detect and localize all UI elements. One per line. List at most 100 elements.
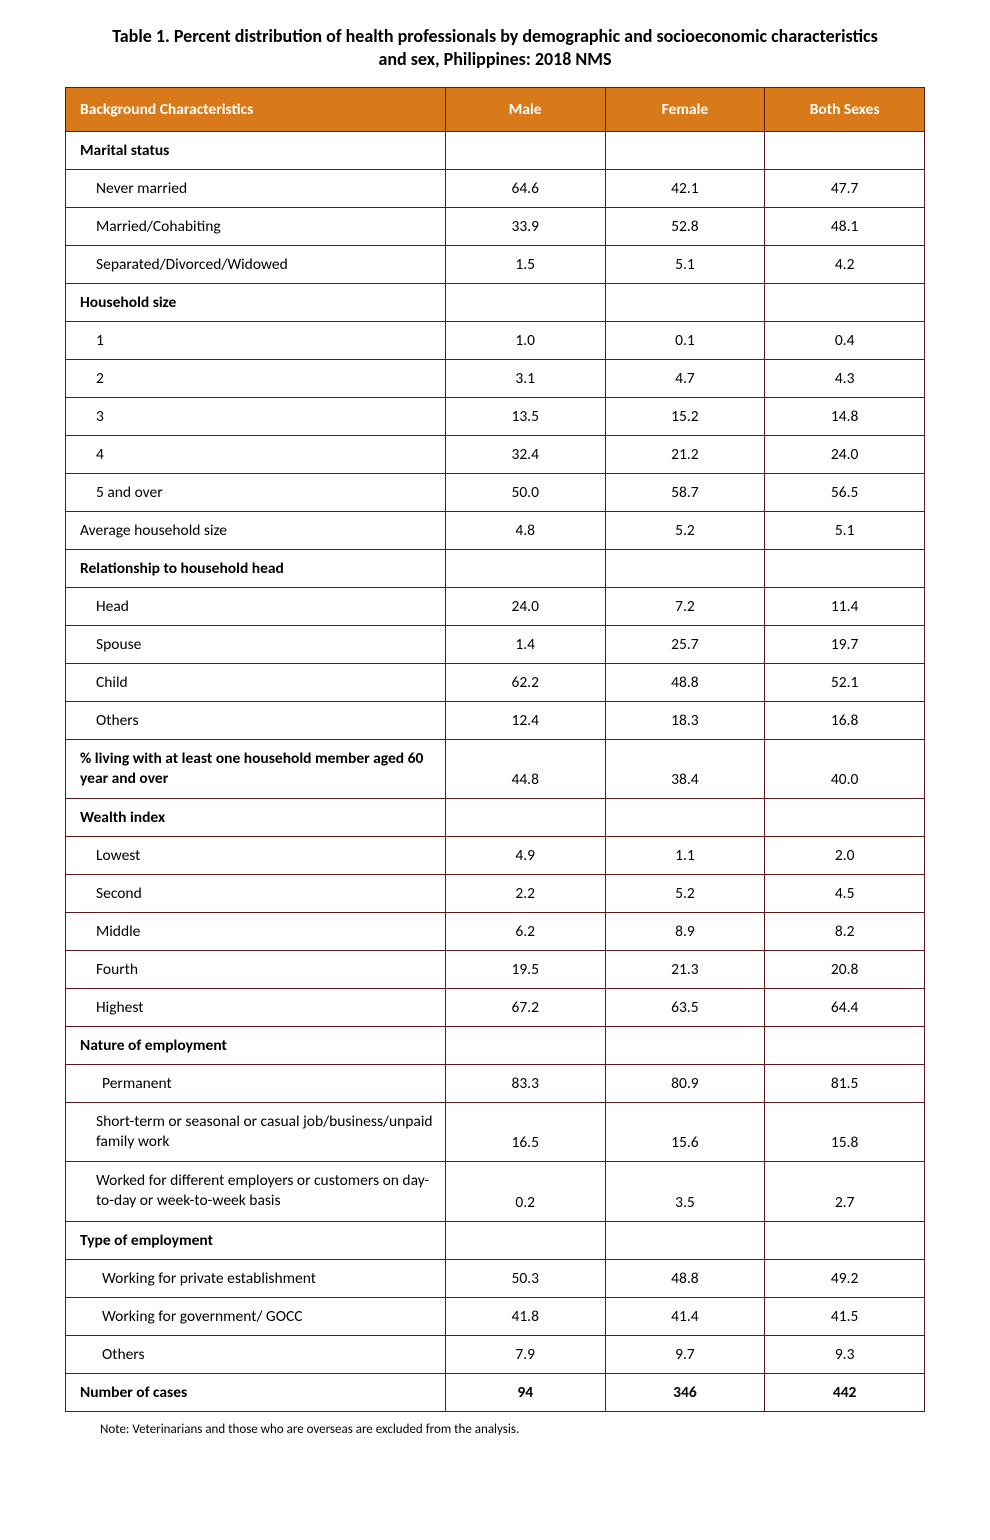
cell-value: 50.0 xyxy=(445,473,605,511)
row-label: Working for government/ GOCC xyxy=(66,1297,446,1335)
cell-value: 38.4 xyxy=(605,739,765,798)
cell-value xyxy=(445,1027,605,1065)
row-label: Relationship to household head xyxy=(66,549,446,587)
row-label: Spouse xyxy=(66,625,446,663)
cell-value: 0.2 xyxy=(445,1162,605,1221)
table-row: Average household size4.85.25.1 xyxy=(66,511,925,549)
cell-value: 3.5 xyxy=(605,1162,765,1221)
cell-value: 7.2 xyxy=(605,587,765,625)
cell-value: 2.2 xyxy=(445,875,605,913)
cell-value: 41.4 xyxy=(605,1297,765,1335)
cell-value: 41.5 xyxy=(765,1297,925,1335)
cell-value xyxy=(605,131,765,169)
cell-value: 1.1 xyxy=(605,837,765,875)
table-row: 432.421.224.0 xyxy=(66,435,925,473)
cell-value: 1.0 xyxy=(445,321,605,359)
cell-value: 442 xyxy=(765,1373,925,1411)
cell-value xyxy=(765,799,925,837)
table-row: % living with at least one household mem… xyxy=(66,739,925,798)
cell-value xyxy=(765,1221,925,1259)
cell-value: 9.3 xyxy=(765,1335,925,1373)
row-label: Second xyxy=(66,875,446,913)
table-row: Lowest4.91.12.0 xyxy=(66,837,925,875)
cell-value: 0.1 xyxy=(605,321,765,359)
row-label: Highest xyxy=(66,989,446,1027)
table-row: Head24.07.211.4 xyxy=(66,587,925,625)
cell-value: 4.2 xyxy=(765,245,925,283)
cell-value: 18.3 xyxy=(605,701,765,739)
row-label: Working for private establishment xyxy=(66,1259,446,1297)
cell-value: 52.8 xyxy=(605,207,765,245)
cell-value: 48.8 xyxy=(605,663,765,701)
table-row: Working for government/ GOCC41.841.441.5 xyxy=(66,1297,925,1335)
cell-value: 13.5 xyxy=(445,397,605,435)
cell-value: 63.5 xyxy=(605,989,765,1027)
cell-value: 21.2 xyxy=(605,435,765,473)
cell-value: 1.4 xyxy=(445,625,605,663)
row-label: Wealth index xyxy=(66,799,446,837)
cell-value: 80.9 xyxy=(605,1065,765,1103)
cell-value: 4.3 xyxy=(765,359,925,397)
cell-value: 3.1 xyxy=(445,359,605,397)
cell-value xyxy=(605,549,765,587)
row-label: Nature of employment xyxy=(66,1027,446,1065)
table-row: Type of employment xyxy=(66,1221,925,1259)
table-row: Fourth19.521.320.8 xyxy=(66,951,925,989)
row-label: 3 xyxy=(66,397,446,435)
cell-value: 67.2 xyxy=(445,989,605,1027)
table-row: 5 and over50.058.756.5 xyxy=(66,473,925,511)
col-header-characteristics: Background Characteristics xyxy=(66,87,446,131)
row-label: 4 xyxy=(66,435,446,473)
cell-value: 8.9 xyxy=(605,913,765,951)
cell-value xyxy=(765,549,925,587)
table-title: Table 1. Percent distribution of health … xyxy=(100,25,890,72)
row-label: Marital status xyxy=(66,131,446,169)
cell-value: 24.0 xyxy=(765,435,925,473)
cell-value: 58.7 xyxy=(605,473,765,511)
row-label: Number of cases xyxy=(66,1373,446,1411)
table-row: Relationship to household head xyxy=(66,549,925,587)
cell-value: 15.2 xyxy=(605,397,765,435)
row-label: Married/Cohabiting xyxy=(66,207,446,245)
table-body: Marital statusNever married64.642.147.7M… xyxy=(66,131,925,1411)
cell-value: 2.7 xyxy=(765,1162,925,1221)
cell-value: 50.3 xyxy=(445,1259,605,1297)
table-row: Number of cases94346442 xyxy=(66,1373,925,1411)
table-row: Middle6.28.98.2 xyxy=(66,913,925,951)
cell-value xyxy=(765,131,925,169)
cell-value: 15.8 xyxy=(765,1103,925,1162)
table-row: Permanent83.380.981.5 xyxy=(66,1065,925,1103)
row-label: Others xyxy=(66,1335,446,1373)
cell-value: 1.5 xyxy=(445,245,605,283)
cell-value: 52.1 xyxy=(765,663,925,701)
cell-value xyxy=(445,1221,605,1259)
table-row: Worked for different employers or custom… xyxy=(66,1162,925,1221)
cell-value xyxy=(605,1027,765,1065)
cell-value: 64.4 xyxy=(765,989,925,1027)
cell-value: 24.0 xyxy=(445,587,605,625)
cell-value: 4.7 xyxy=(605,359,765,397)
cell-value xyxy=(765,1027,925,1065)
cell-value: 15.6 xyxy=(605,1103,765,1162)
col-header-female: Female xyxy=(605,87,765,131)
table-row: Marital status xyxy=(66,131,925,169)
row-label: Separated/Divorced/Widowed xyxy=(66,245,446,283)
cell-value: 19.7 xyxy=(765,625,925,663)
cell-value: 42.1 xyxy=(605,169,765,207)
table-row: Short-term or seasonal or casual job/bus… xyxy=(66,1103,925,1162)
row-label: Fourth xyxy=(66,951,446,989)
row-label: Permanent xyxy=(66,1065,446,1103)
row-label: Others xyxy=(66,701,446,739)
table-row: Married/Cohabiting33.952.848.1 xyxy=(66,207,925,245)
cell-value: 11.4 xyxy=(765,587,925,625)
table-row: Separated/Divorced/Widowed1.55.14.2 xyxy=(66,245,925,283)
cell-value: 21.3 xyxy=(605,951,765,989)
table-row: 11.00.10.4 xyxy=(66,321,925,359)
table-row: Spouse1.425.719.7 xyxy=(66,625,925,663)
col-header-both: Both Sexes xyxy=(765,87,925,131)
cell-value: 2.0 xyxy=(765,837,925,875)
row-label: Household size xyxy=(66,283,446,321)
row-label: % living with at least one household mem… xyxy=(66,739,446,798)
cell-value: 346 xyxy=(605,1373,765,1411)
cell-value: 48.8 xyxy=(605,1259,765,1297)
